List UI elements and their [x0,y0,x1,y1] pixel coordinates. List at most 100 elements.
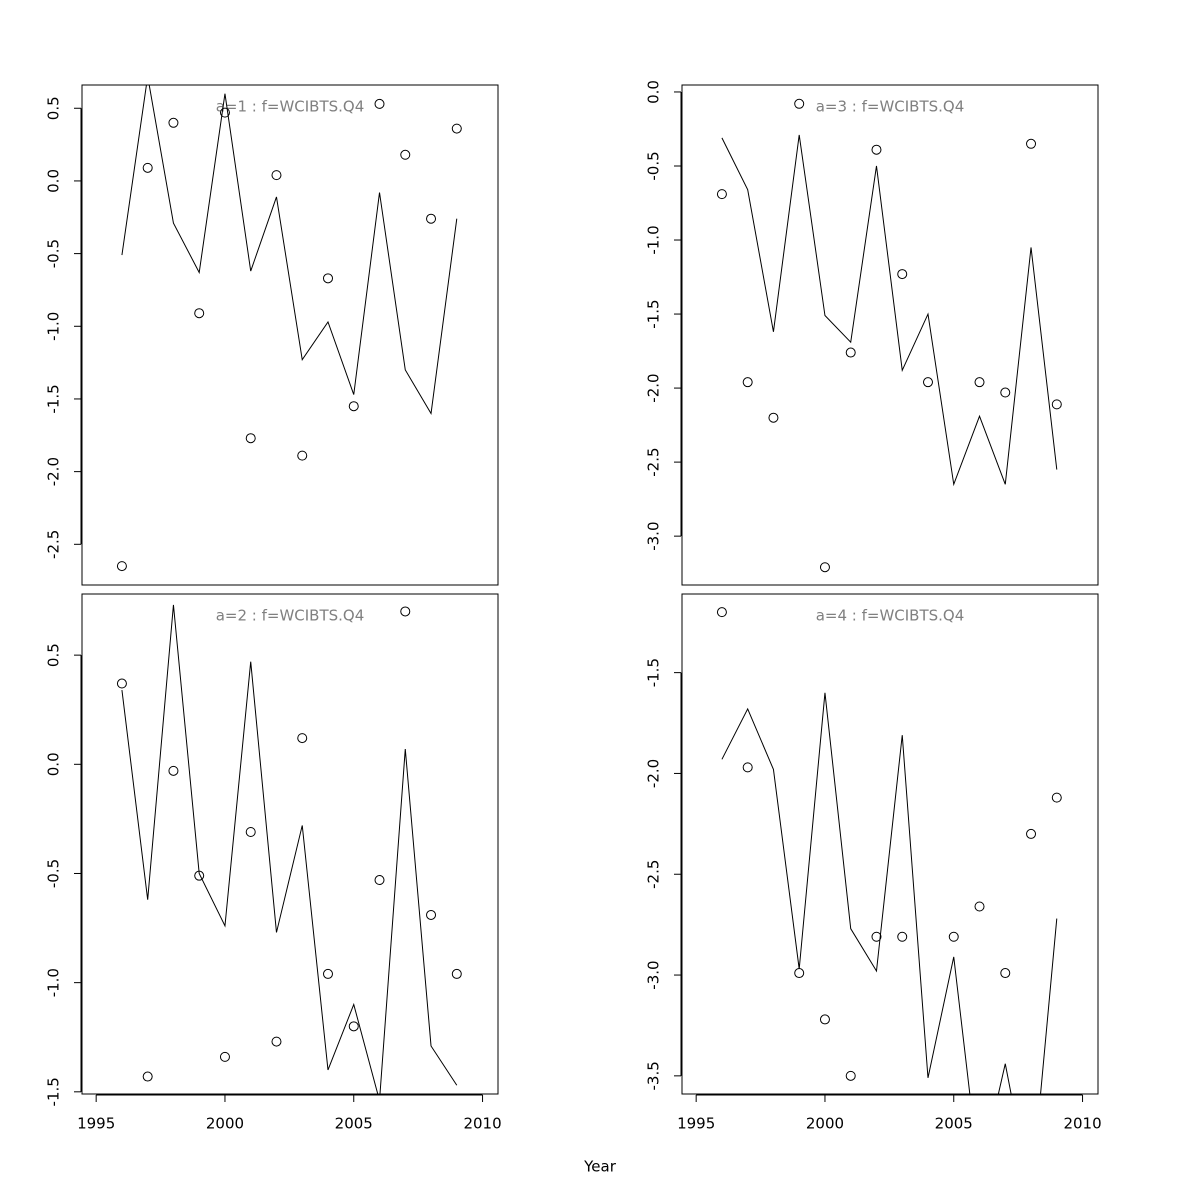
x-tick-label: 1995 [77,1115,115,1133]
plot-frame [681,84,1099,586]
y-tick-label: -1.5 [645,299,663,328]
x-tick-label: 2010 [463,1115,501,1133]
point [897,269,908,280]
point [716,607,727,618]
point [168,117,179,128]
point [168,765,179,776]
point [974,377,985,388]
y-tick-label: 0.5 [45,96,63,120]
y-tick-label: 0.0 [45,169,63,193]
line [721,134,1058,487]
plot-area [116,85,462,572]
point [451,968,462,979]
panel: -3.5 -3.0 -2.5 -2.0 -1.5 1995 2000 2005 2010 a=4 … [645,593,1102,1133]
point [819,562,830,573]
panel-title: a=1 : f=WCIBTS.Q4 [216,98,365,116]
point [871,144,882,155]
y-tick-label: -3.0 [645,960,663,989]
point [1026,828,1037,839]
point [897,931,908,942]
point [297,450,308,461]
x-axis-label: Year [583,1158,617,1176]
point [219,107,230,118]
point [322,968,333,979]
point [297,733,308,744]
point [322,273,333,284]
y-tick-label: -1.0 [45,312,63,341]
point [194,308,205,319]
y-tick-label: -2.0 [645,373,663,402]
y-tick-label: 0.0 [645,80,663,104]
plot-area [716,607,1062,1094]
point [245,826,256,837]
point [348,401,359,412]
line [121,85,458,415]
point [142,162,153,173]
point [845,1070,856,1081]
line [721,692,1058,1094]
panel: -2.5 -2.0 -1.5 -1.0 -0.5 0.0 0.5 a=1 : f=WCIBTS… [45,84,499,586]
plot-frame [81,84,499,586]
point [794,98,805,109]
x-tick-label: 2000 [806,1115,844,1133]
y-tick-label: -0.5 [45,239,63,268]
y-tick-label: 0.0 [45,752,63,776]
point [871,931,882,942]
point [271,1036,282,1047]
y-tick-label: -2.0 [645,759,663,788]
y-tick-label: -2.0 [45,457,63,486]
point [1000,968,1011,979]
point [374,98,385,109]
y-tick-label: -2.5 [645,860,663,889]
panel-title: a=2 : f=WCIBTS.Q4 [216,607,365,625]
point [1000,387,1011,398]
panel: -3.0 -2.5 -2.0 -1.5 -1.0 -0.5 0.0 a=3 : f=WCIBT… [645,80,1099,586]
point [768,412,779,423]
point [922,377,933,388]
plot-frame [81,593,499,1095]
point [245,433,256,444]
panel-title: a=4 : f=WCIBTS.Q4 [816,607,965,625]
x-tick-label: 2005 [335,1115,373,1133]
point [819,1014,830,1025]
point [1051,792,1062,803]
point [142,1071,153,1082]
point [742,377,753,388]
point [974,901,985,912]
point [742,762,753,773]
point [426,213,437,224]
plot-area [116,604,462,1094]
y-tick-label: -1.0 [45,968,63,997]
point [271,170,282,181]
point [845,347,856,358]
point [451,123,462,134]
panel: -1.5 -1.0 -0.5 0.0 0.5 1995 2000 2005 2010 a=2 : … [45,593,502,1133]
y-tick-label: -3.5 [645,1061,663,1090]
point [400,606,411,617]
x-tick-label: 2005 [935,1115,973,1133]
point [716,189,727,200]
x-tick-label: 2010 [1063,1115,1101,1133]
y-tick-label: -0.5 [45,859,63,888]
y-tick-label: -1.5 [45,1077,63,1106]
y-tick-label: -1.5 [645,658,663,687]
line [121,604,458,1094]
point [374,875,385,886]
x-tick-label: 2000 [206,1115,244,1133]
point [348,1021,359,1032]
point [400,149,411,160]
y-tick-label: -2.5 [645,447,663,476]
y-tick-label: -0.5 [645,151,663,180]
x-tick-label: 1995 [677,1115,715,1133]
y-tick-label: -2.5 [45,530,63,559]
y-tick-label: -3.0 [645,521,663,550]
point [948,931,959,942]
point [219,1051,230,1062]
plot-frame [681,593,1099,1095]
point [1051,399,1062,410]
point [426,909,437,920]
point [1026,138,1037,149]
panel-title: a=3 : f=WCIBTS.Q4 [816,98,965,116]
y-tick-label: -1.5 [45,384,63,413]
